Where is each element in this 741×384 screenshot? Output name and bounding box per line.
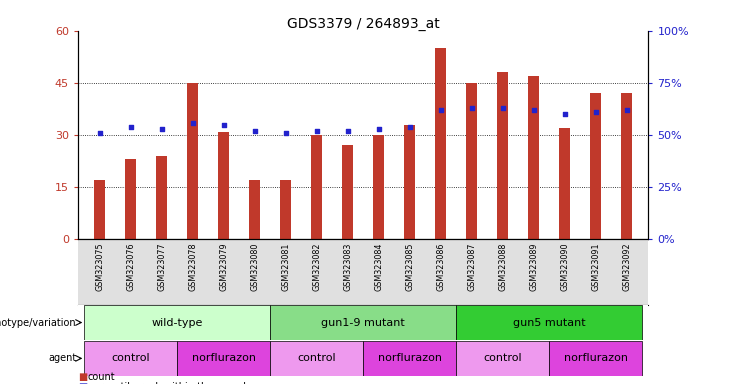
Point	[156, 126, 167, 132]
Text: GSM323087: GSM323087	[467, 243, 476, 291]
Bar	[311, 135, 322, 239]
Bar	[125, 159, 136, 239]
Point	[404, 124, 416, 130]
Bar	[373, 135, 384, 239]
Text: GSM323083: GSM323083	[343, 243, 352, 291]
Bar	[497, 73, 508, 239]
Point	[187, 119, 199, 126]
Text: percentile rank within the sample: percentile rank within the sample	[87, 382, 253, 384]
Bar	[156, 156, 167, 239]
Bar	[218, 132, 229, 239]
Text: GSM323090: GSM323090	[560, 243, 569, 291]
Text: GSM323088: GSM323088	[498, 243, 507, 291]
Text: GSM323077: GSM323077	[157, 243, 166, 291]
Text: GSM323076: GSM323076	[126, 243, 135, 291]
Point	[465, 105, 477, 111]
Point	[310, 128, 322, 134]
Point	[373, 126, 385, 132]
Point	[93, 130, 105, 136]
Point	[435, 107, 447, 113]
Text: GSM323086: GSM323086	[436, 243, 445, 291]
Bar	[280, 180, 291, 239]
Text: GSM323080: GSM323080	[250, 243, 259, 291]
Bar	[621, 93, 632, 239]
Text: GSM323081: GSM323081	[281, 243, 290, 291]
Bar	[270, 341, 363, 376]
Bar	[466, 83, 477, 239]
Text: norflurazon: norflurazon	[378, 353, 442, 363]
Text: gun5 mutant: gun5 mutant	[513, 318, 585, 328]
Bar	[177, 341, 270, 376]
Point	[249, 128, 261, 134]
Point	[528, 107, 539, 113]
Point	[342, 128, 353, 134]
Bar	[363, 341, 456, 376]
Text: GSM323092: GSM323092	[622, 243, 631, 291]
Bar	[456, 305, 642, 340]
Bar	[84, 305, 270, 340]
Text: ■: ■	[78, 382, 87, 384]
Bar	[528, 76, 539, 239]
Bar	[84, 341, 177, 376]
Text: ■: ■	[78, 372, 87, 382]
Bar	[549, 341, 642, 376]
Text: GSM323079: GSM323079	[219, 243, 228, 291]
Bar	[559, 128, 570, 239]
Text: GSM323082: GSM323082	[312, 243, 321, 291]
Text: wild-type: wild-type	[151, 318, 203, 328]
Point	[124, 124, 136, 130]
Text: genotype/variation: genotype/variation	[0, 318, 76, 328]
Point	[559, 111, 571, 117]
Text: agent: agent	[48, 353, 76, 363]
Text: norflurazon: norflurazon	[564, 353, 628, 363]
Text: control: control	[111, 353, 150, 363]
Text: GSM323089: GSM323089	[529, 243, 538, 291]
Title: GDS3379 / 264893_at: GDS3379 / 264893_at	[287, 17, 439, 31]
Bar	[435, 48, 446, 239]
Text: GSM323078: GSM323078	[188, 243, 197, 291]
Text: control: control	[483, 353, 522, 363]
Text: norflurazon: norflurazon	[191, 353, 256, 363]
Point	[218, 122, 230, 128]
Text: GSM323075: GSM323075	[95, 243, 104, 291]
Bar	[249, 180, 260, 239]
Bar	[342, 146, 353, 239]
Text: control: control	[297, 353, 336, 363]
Text: GSM323085: GSM323085	[405, 243, 414, 291]
Text: GSM323091: GSM323091	[591, 243, 600, 291]
Bar	[187, 83, 198, 239]
Point	[496, 105, 508, 111]
Text: gun1-9 mutant: gun1-9 mutant	[321, 318, 405, 328]
Bar	[270, 305, 456, 340]
Text: count: count	[87, 372, 115, 382]
Bar	[404, 125, 415, 239]
Point	[590, 109, 602, 115]
Text: GSM323084: GSM323084	[374, 243, 383, 291]
Bar	[456, 341, 549, 376]
Bar	[94, 180, 105, 239]
Bar	[591, 93, 601, 239]
Point	[279, 130, 291, 136]
Point	[621, 107, 633, 113]
